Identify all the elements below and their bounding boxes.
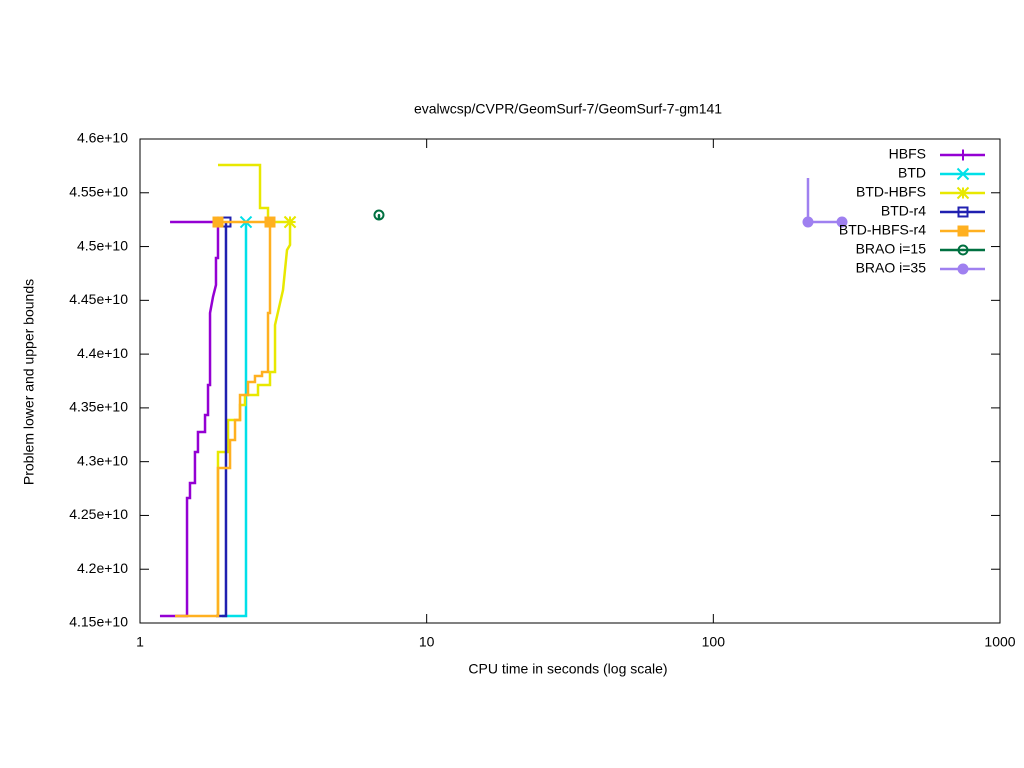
marker <box>802 216 814 228</box>
marker <box>957 263 969 275</box>
series-line <box>221 222 248 618</box>
y-tick-label: 4.45e+10 <box>69 291 128 307</box>
marker-shape <box>957 206 969 218</box>
legend-label: BTD-HBFS <box>856 184 926 200</box>
x-tick-label: 10 <box>419 634 435 650</box>
y-axis-label: Problem lower and upper bounds <box>21 279 37 485</box>
marker-shape <box>836 216 848 228</box>
marker-shape <box>957 225 969 237</box>
y-tick-label: 4.4e+10 <box>77 345 128 361</box>
marker-stroke <box>956 167 970 181</box>
marker <box>957 225 969 237</box>
marker-dot <box>961 248 965 252</box>
marker-shape <box>802 216 814 228</box>
marker-stroke <box>283 215 297 229</box>
marker-shape <box>373 209 385 221</box>
marker-shape <box>264 216 276 228</box>
marker <box>836 216 848 228</box>
y-tick-label: 4.2e+10 <box>77 560 128 576</box>
marker <box>957 244 969 256</box>
series-line <box>175 220 272 618</box>
legend-label: BRAO i=15 <box>856 241 927 257</box>
marker-shape <box>212 216 224 228</box>
series-line <box>159 220 220 618</box>
x-tick-label: 100 <box>702 634 726 650</box>
marker <box>264 216 276 228</box>
y-tick-label: 4.6e+10 <box>77 130 128 146</box>
legend-label: BTD-HBFS-r4 <box>839 222 926 238</box>
marker-shape <box>957 263 969 275</box>
marker <box>373 209 385 221</box>
y-tick-label: 4.15e+10 <box>69 614 128 630</box>
marker <box>957 149 969 161</box>
y-tick-label: 4.35e+10 <box>69 399 128 415</box>
y-tick-label: 4.55e+10 <box>69 183 128 199</box>
x-axis-label: CPU time in seconds (log scale) <box>468 661 667 677</box>
legend-label: BRAO i=35 <box>856 260 927 276</box>
marker-dot <box>377 213 381 217</box>
marker <box>957 206 969 218</box>
marker-stroke <box>956 186 970 200</box>
legend-label: HBFS <box>889 146 926 162</box>
x-tick-label: 1000 <box>984 634 1015 650</box>
series-line <box>215 222 228 618</box>
marker <box>283 215 297 229</box>
chart-title: evalwcsp/CVPR/GeomSurf-7/GeomSurf-7-gm14… <box>414 101 722 117</box>
marker-shape <box>957 244 969 256</box>
legend-label: BTD <box>898 165 926 181</box>
marker <box>212 216 224 228</box>
legend-label: BTD-r4 <box>881 203 926 219</box>
x-tick-label: 1 <box>136 634 144 650</box>
plot-border <box>139 138 1001 624</box>
y-tick-label: 4.5e+10 <box>77 237 128 253</box>
y-tick-label: 4.25e+10 <box>69 506 128 522</box>
marker <box>956 186 970 200</box>
y-tick-label: 4.3e+10 <box>77 452 128 468</box>
marker <box>956 167 970 181</box>
